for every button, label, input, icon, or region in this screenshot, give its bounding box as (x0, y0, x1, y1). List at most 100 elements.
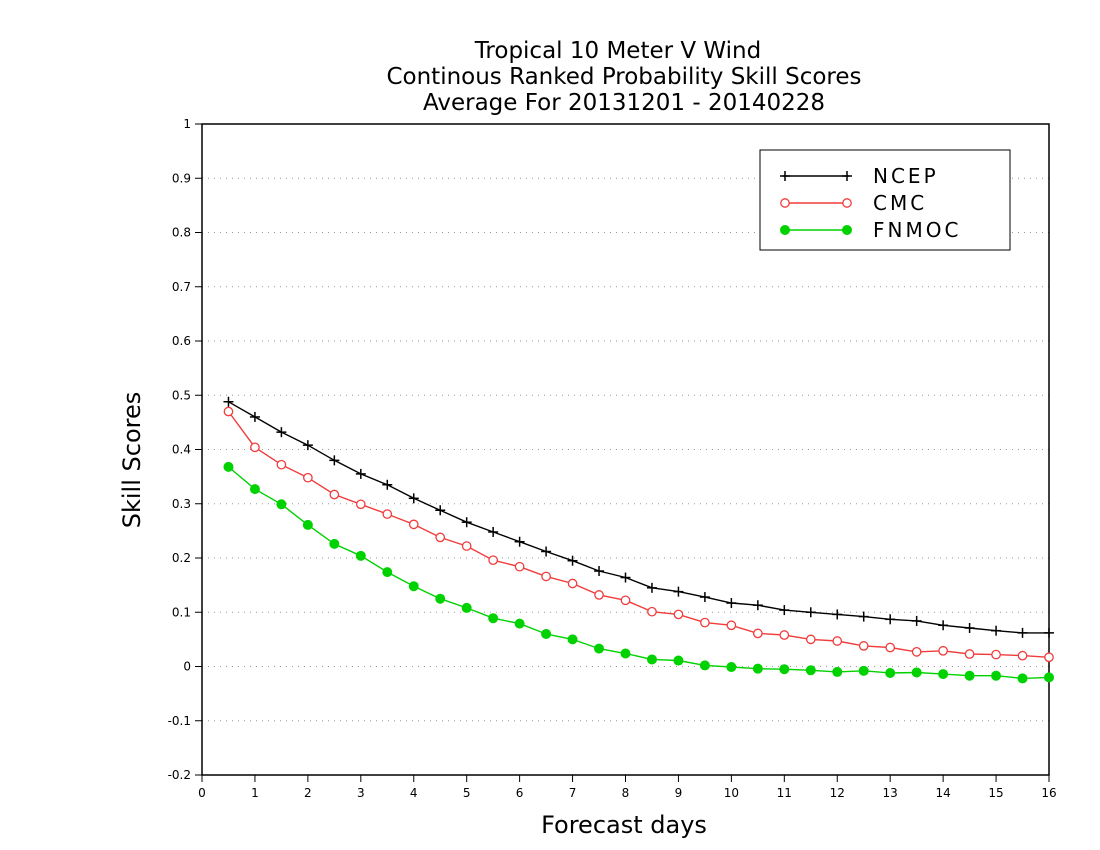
chart-title-line-3: Average For 20131201 - 20140228 (423, 90, 825, 116)
legend-entry-fnmoc: FNMOC (780, 218, 958, 242)
data-point-ncep (964, 622, 975, 633)
data-point-fnmoc (488, 613, 499, 624)
data-point-cmc (382, 509, 393, 519)
data-point-cmc (647, 606, 657, 617)
data-point-fnmoc (514, 618, 525, 629)
y-tick-label: 0.4 (172, 443, 191, 457)
data-point-cmc (700, 617, 710, 628)
chart-title-line-2: Continous Ranked Probability Skill Score… (386, 64, 861, 90)
data-point-fnmoc (673, 655, 684, 666)
legend-label-cmc: CMC (873, 191, 927, 215)
data-point-cmc (858, 641, 869, 651)
x-tick-label: 6 (516, 786, 524, 800)
data-point-cmc (726, 620, 737, 631)
legend-marker-ncep (842, 171, 852, 181)
data-point-fnmoc (355, 550, 366, 561)
y-tick-label: 0.9 (172, 171, 191, 185)
x-tick-label: 10 (724, 786, 739, 800)
x-tick-label: 14 (935, 786, 950, 800)
y-tick-label: 0.3 (172, 497, 191, 511)
data-point-ncep (752, 600, 763, 611)
data-point-cmc (276, 459, 287, 470)
data-point-fnmoc (541, 628, 552, 639)
data-point-cmc (779, 630, 790, 640)
data-point-fnmoc (779, 664, 790, 675)
x-tick-label: 9 (675, 786, 683, 800)
data-point-fnmoc (805, 665, 816, 676)
data-point-ncep (408, 493, 419, 504)
data-point-ncep (699, 592, 710, 603)
legend-marker-fnmoc (780, 225, 790, 235)
chart-title-line-1: Tropical 10 Meter V Wind (474, 38, 761, 64)
data-point-ncep (646, 582, 657, 593)
data-point-ncep (355, 468, 366, 479)
data-point-ncep (911, 615, 922, 626)
y-axis-label: Skill Scores (118, 392, 146, 529)
data-point-fnmoc (1044, 672, 1054, 683)
data-point-cmc (541, 571, 551, 582)
data-point-fnmoc (408, 581, 419, 592)
legend-marker-cmc (780, 198, 790, 208)
data-point-cmc (461, 541, 472, 551)
x-tick-label: 7 (569, 786, 577, 800)
x-tick-label: 8 (622, 786, 630, 800)
y-tick-label: 0 (183, 660, 191, 674)
data-point-cmc (805, 634, 816, 645)
data-point-cmc (938, 645, 948, 656)
data-point-ncep (858, 611, 869, 622)
data-point-ncep (249, 411, 260, 422)
data-point-ncep (541, 546, 552, 557)
data-point-ncep (461, 517, 472, 528)
data-point-ncep (1044, 627, 1054, 638)
legend-marker-cmc (842, 198, 852, 208)
series-line-fnmoc (228, 466, 1050, 680)
data-point-fnmoc (382, 567, 393, 578)
x-tick-label: 2 (304, 786, 312, 800)
data-point-ncep (1017, 627, 1028, 638)
data-point-ncep (435, 505, 446, 516)
data-point-cmc (329, 489, 340, 500)
x-tick-label: 11 (777, 786, 792, 800)
data-point-ncep (382, 479, 393, 490)
data-point-ncep (673, 586, 684, 597)
y-tick-label: -0.1 (168, 714, 191, 728)
x-tick-label: 1 (251, 786, 259, 800)
x-tick-label: 4 (410, 786, 418, 800)
data-point-cmc (567, 578, 578, 589)
data-point-cmc (355, 499, 366, 510)
data-point-ncep (302, 440, 313, 451)
data-point-ncep (514, 536, 525, 547)
series-fnmoc (223, 461, 1054, 684)
data-point-fnmoc (646, 654, 657, 665)
data-point-fnmoc (858, 665, 869, 676)
data-point-cmc (1044, 652, 1054, 663)
x-tick-label: 13 (883, 786, 898, 800)
data-point-ncep (938, 620, 949, 631)
data-point-cmc (223, 406, 234, 417)
data-point-fnmoc (938, 669, 949, 680)
data-point-fnmoc (302, 519, 313, 530)
y-axis-ticks: -0.2 -0.1 0 0.1 0.2 0.3 0.4 0.5 0.6 0.7 0.8 0.9 1 (168, 117, 202, 782)
data-point-ncep (805, 607, 816, 618)
series-ncep (223, 396, 1054, 638)
data-point-fnmoc (461, 602, 472, 613)
y-tick-label: 0.2 (172, 551, 191, 565)
data-point-ncep (567, 555, 578, 566)
data-point-ncep (223, 396, 234, 407)
data-point-cmc (594, 590, 604, 600)
data-point-cmc (435, 532, 446, 543)
data-point-fnmoc (276, 499, 287, 510)
x-tick-label: 5 (463, 786, 471, 800)
y-tick-label: 0.5 (172, 388, 191, 402)
data-point-fnmoc (620, 648, 631, 659)
data-point-cmc (1017, 650, 1028, 661)
data-point-ncep (779, 605, 790, 616)
data-point-ncep (276, 427, 287, 438)
x-tick-label: 3 (357, 786, 365, 800)
data-point-cmc (991, 649, 1001, 660)
data-point-fnmoc (726, 662, 737, 673)
y-tick-label: 1 (183, 117, 191, 131)
grid-lines (202, 177, 1049, 722)
data-point-fnmoc (991, 670, 1002, 681)
data-point-ncep (594, 566, 605, 577)
